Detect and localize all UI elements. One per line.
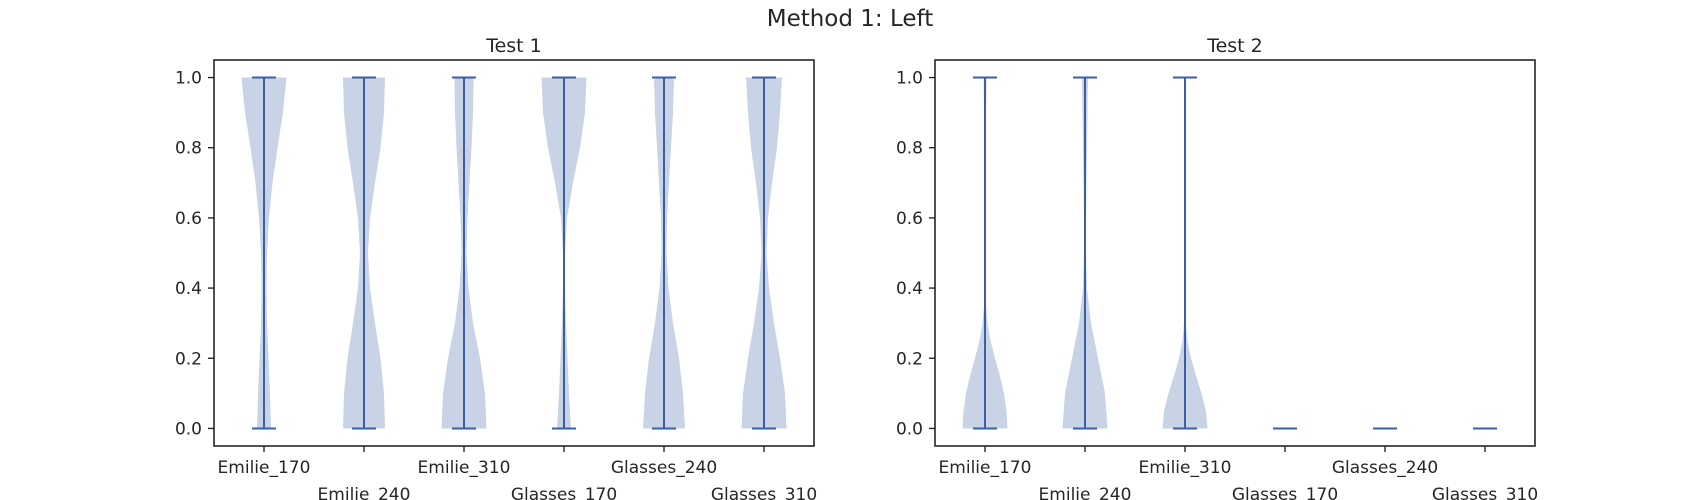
x-tick-label: Emilie_240 bbox=[318, 485, 411, 500]
y-tick-label: 0.6 bbox=[175, 209, 202, 229]
x-tick-label: Emilie_310 bbox=[1139, 458, 1232, 478]
x-tick-label: Emilie_310 bbox=[418, 458, 511, 478]
violin-emilie-310 bbox=[1162, 76, 1208, 430]
y-tick-label: 0.6 bbox=[896, 209, 923, 229]
x-tick-label: Glasses_240 bbox=[611, 458, 717, 478]
violin-emilie-240 bbox=[343, 76, 385, 430]
x-tick-label: Glasses_310 bbox=[1432, 485, 1538, 500]
y-tick-label: 0.8 bbox=[175, 139, 202, 159]
x-tick-label: Glasses_310 bbox=[711, 485, 817, 500]
axes-frame bbox=[934, 59, 1536, 447]
y-tick-label: 0.8 bbox=[896, 139, 923, 159]
x-tick-label: Emilie_170 bbox=[939, 458, 1032, 478]
subplot-title: Test 2 bbox=[1206, 35, 1263, 57]
x-tick-label: Glasses_240 bbox=[1332, 458, 1438, 478]
x-tick-label: Emilie_240 bbox=[1039, 485, 1132, 500]
violin-glasses-170 bbox=[541, 76, 587, 430]
violin-emilie-170 bbox=[962, 76, 1008, 430]
x-tick-label: Glasses_170 bbox=[1232, 485, 1338, 500]
violin-glasses-240 bbox=[643, 76, 685, 430]
y-tick-label: 1.0 bbox=[896, 69, 923, 89]
subplot-title: Test 1 bbox=[485, 35, 542, 57]
y-tick-label: 0.2 bbox=[896, 349, 923, 369]
figure-suptitle: Method 1: Left bbox=[766, 6, 934, 32]
x-tick-label: Glasses_170 bbox=[511, 485, 617, 500]
subplot-test-2: Test 2 0.0 0.2 0.4 0.6 0.8 1.0 Emilie_170 Emili… bbox=[896, 35, 1538, 500]
y-tick-label: 1.0 bbox=[175, 69, 202, 89]
violin-emilie-240 bbox=[1062, 76, 1108, 430]
violin-emilie-310 bbox=[441, 76, 487, 430]
axes-frame bbox=[213, 59, 815, 447]
subplot-test-1: Test 1 0.0 0.2 0.4 0.6 0.8 1.0 Emilie_170 Emili… bbox=[175, 35, 817, 500]
y-tick-label: 0.4 bbox=[896, 279, 923, 299]
y-tick-label: 0.0 bbox=[175, 419, 202, 439]
y-tick-label: 0.2 bbox=[175, 349, 202, 369]
x-tick-label: Emilie_170 bbox=[218, 458, 311, 478]
violin-glasses-310 bbox=[741, 76, 787, 430]
y-tick-label: 0.4 bbox=[175, 279, 202, 299]
violin-emilie-170 bbox=[241, 76, 287, 430]
y-tick-label: 0.0 bbox=[896, 419, 923, 439]
